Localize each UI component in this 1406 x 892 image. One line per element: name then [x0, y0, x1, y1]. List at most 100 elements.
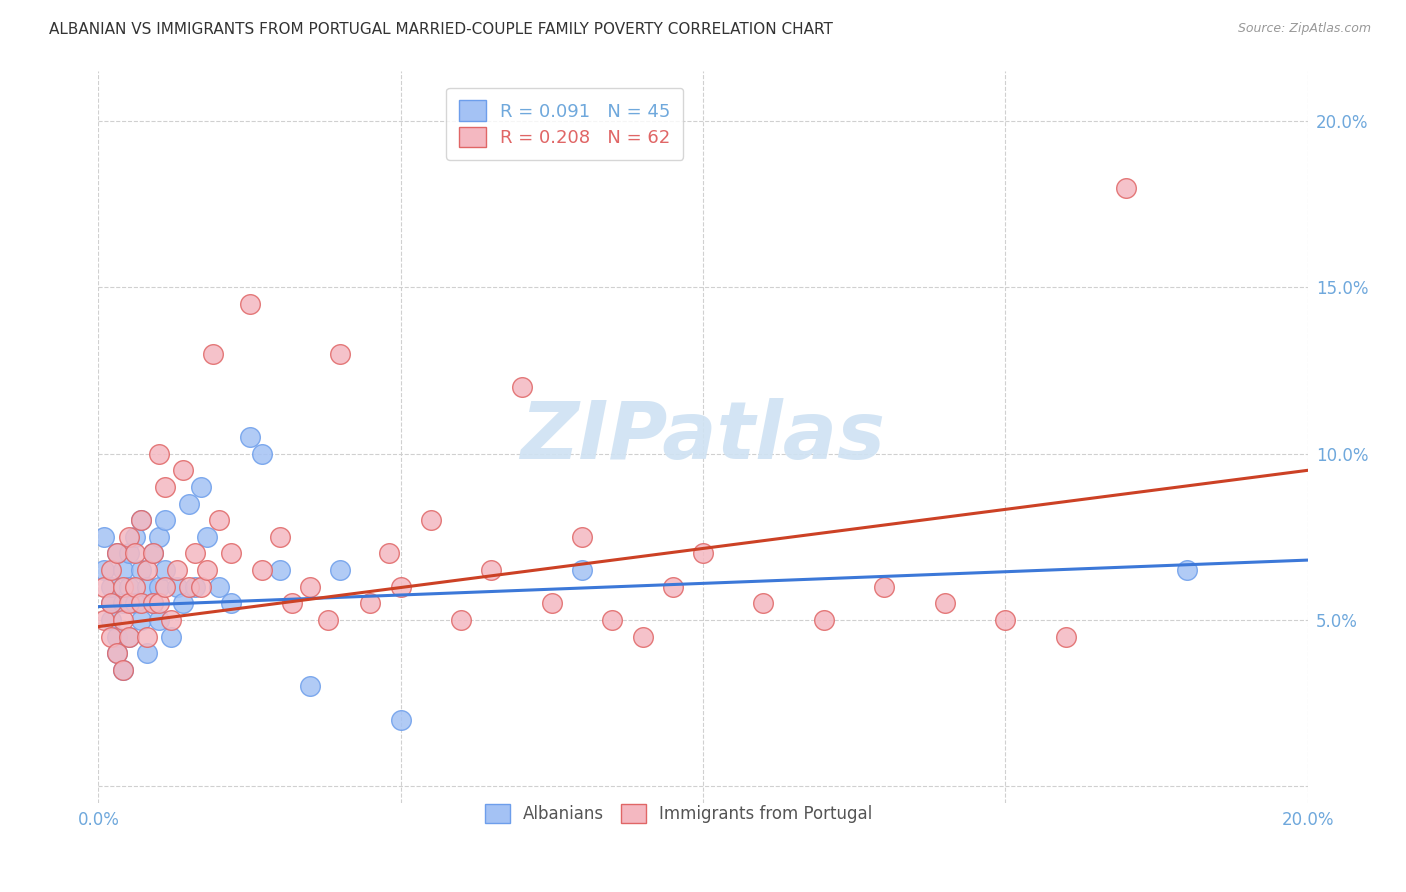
Point: [813, 613, 835, 627]
Point: [93, 580, 115, 594]
Point: [111, 613, 134, 627]
Point: [105, 546, 128, 560]
Point: [135, 580, 157, 594]
Point: [142, 546, 165, 560]
Point: [124, 546, 146, 560]
Point: [329, 347, 352, 361]
Point: [142, 546, 165, 560]
Point: [93, 530, 115, 544]
Point: [239, 297, 262, 311]
Point: [190, 480, 212, 494]
Legend: Albanians, Immigrants from Portugal: Albanians, Immigrants from Portugal: [474, 792, 884, 835]
Point: [873, 580, 896, 594]
Point: [129, 513, 152, 527]
Point: [631, 630, 654, 644]
Point: [129, 563, 152, 577]
Point: [148, 530, 170, 544]
Point: [661, 580, 683, 594]
Point: [221, 546, 243, 560]
Point: [172, 463, 194, 477]
Point: [1115, 180, 1137, 194]
Point: [153, 580, 176, 594]
Point: [93, 563, 115, 577]
Point: [148, 447, 170, 461]
Point: [208, 580, 231, 594]
Point: [221, 596, 243, 610]
Point: [160, 613, 183, 627]
Text: Source: ZipAtlas.com: Source: ZipAtlas.com: [1237, 22, 1371, 36]
Point: [166, 563, 188, 577]
Point: [184, 546, 207, 560]
Point: [239, 430, 262, 444]
Point: [100, 563, 122, 577]
Point: [124, 596, 146, 610]
Point: [124, 530, 146, 544]
Point: [450, 613, 472, 627]
Point: [111, 596, 134, 610]
Point: [153, 480, 176, 494]
Point: [111, 563, 134, 577]
Point: [602, 613, 624, 627]
Text: ALBANIAN VS IMMIGRANTS FROM PORTUGAL MARRIED-COUPLE FAMILY POVERTY CORRELATION C: ALBANIAN VS IMMIGRANTS FROM PORTUGAL MAR…: [49, 22, 834, 37]
Point: [135, 630, 157, 644]
Point: [377, 546, 399, 560]
Text: ZIPatlas: ZIPatlas: [520, 398, 886, 476]
Point: [540, 596, 562, 610]
Point: [166, 580, 188, 594]
Point: [100, 613, 122, 627]
Point: [111, 663, 134, 677]
Point: [269, 563, 291, 577]
Point: [179, 580, 201, 594]
Point: [250, 563, 273, 577]
Point: [100, 596, 122, 610]
Point: [752, 596, 775, 610]
Point: [994, 613, 1017, 627]
Point: [692, 546, 714, 560]
Point: [481, 563, 503, 577]
Point: [571, 563, 593, 577]
Point: [316, 613, 339, 627]
Point: [934, 596, 956, 610]
Point: [1054, 630, 1077, 644]
Point: [299, 680, 322, 694]
Point: [105, 646, 128, 660]
Point: [111, 663, 134, 677]
Point: [195, 563, 218, 577]
Point: [281, 596, 304, 610]
Point: [389, 713, 412, 727]
Point: [118, 580, 141, 594]
Point: [105, 646, 128, 660]
Point: [105, 630, 128, 644]
Point: [118, 546, 141, 560]
Point: [142, 596, 165, 610]
Point: [160, 630, 183, 644]
Point: [195, 530, 218, 544]
Point: [250, 447, 273, 461]
Point: [1175, 563, 1198, 577]
Point: [299, 580, 322, 594]
Point: [118, 530, 141, 544]
Point: [184, 580, 207, 594]
Point: [105, 546, 128, 560]
Point: [571, 530, 593, 544]
Point: [93, 613, 115, 627]
Point: [153, 563, 176, 577]
Point: [118, 630, 141, 644]
Point: [172, 596, 194, 610]
Point: [148, 613, 170, 627]
Point: [100, 580, 122, 594]
Point: [208, 513, 231, 527]
Point: [148, 596, 170, 610]
Point: [202, 347, 225, 361]
Point: [100, 596, 122, 610]
Point: [510, 380, 533, 394]
Point: [190, 580, 212, 594]
Point: [389, 580, 412, 594]
Point: [360, 596, 382, 610]
Point: [420, 513, 443, 527]
Point: [329, 563, 352, 577]
Point: [148, 580, 170, 594]
Point: [129, 513, 152, 527]
Point: [269, 530, 291, 544]
Point: [129, 596, 152, 610]
